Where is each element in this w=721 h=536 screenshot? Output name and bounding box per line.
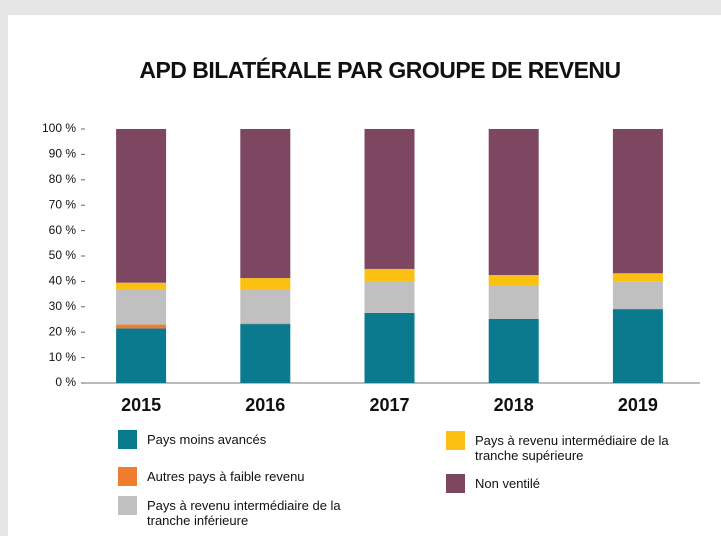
- bar-segment: [116, 289, 167, 325]
- bar-segment: [612, 309, 663, 383]
- y-tick-label: 0 %: [55, 375, 76, 389]
- bar-segment: [240, 323, 291, 325]
- y-tick-label: 60 %: [49, 223, 77, 237]
- x-tick-label: 2015: [121, 395, 161, 415]
- legend-swatch: [118, 430, 137, 449]
- bar-segment: [116, 328, 167, 383]
- bar-segment: [364, 129, 415, 269]
- bar-segment: [364, 268, 415, 282]
- legend-swatch: [118, 467, 137, 486]
- x-tick-label: 2018: [494, 395, 534, 415]
- legend-label: Non ventilé: [475, 476, 541, 491]
- y-tick-label: 20 %: [49, 324, 77, 338]
- bar-segment: [116, 324, 167, 329]
- y-tick-label: 30 %: [49, 299, 77, 313]
- bar-segment: [116, 282, 167, 290]
- x-tick-label: 2019: [618, 395, 658, 415]
- bar-segment: [612, 273, 663, 282]
- bar-segment: [364, 312, 415, 383]
- y-tick-label: 90 %: [49, 147, 77, 161]
- y-tick-label: 100 %: [42, 121, 76, 135]
- legend-swatch: [118, 496, 137, 515]
- bar-segment: [612, 129, 663, 274]
- y-tick-label: 70 %: [49, 197, 77, 211]
- bar-segment: [240, 278, 291, 290]
- legend-swatch: [446, 431, 465, 450]
- legend-label: Autres pays à faible revenu: [147, 469, 305, 484]
- x-tick-label: 2016: [245, 395, 285, 415]
- legend-label: Pays moins avancés: [147, 432, 267, 447]
- bar-segment: [488, 129, 539, 276]
- bar-segment: [364, 281, 415, 313]
- bar-segment: [488, 275, 539, 286]
- bar-segment: [240, 324, 291, 383]
- bar-segment: [488, 318, 539, 383]
- legend-label: Pays à revenu intermédiaire de la tranch…: [147, 498, 341, 528]
- bar-segment: [240, 289, 291, 324]
- y-tick-label: 50 %: [49, 248, 77, 262]
- bar-segment: [116, 129, 167, 283]
- x-tick-label: 2017: [369, 395, 409, 415]
- bar-segment: [488, 285, 539, 319]
- legend-swatch: [446, 474, 465, 493]
- chart-title: APD BILATÉRALE PAR GROUPE DE REVENU: [139, 56, 620, 83]
- y-tick-label: 40 %: [49, 274, 77, 288]
- bar-segment: [240, 129, 291, 279]
- y-tick-label: 80 %: [49, 172, 77, 186]
- bar-segment: [612, 281, 663, 310]
- legend-label: Pays à revenu intermédiaire de la tranch…: [475, 433, 669, 463]
- y-tick-label: 10 %: [49, 350, 77, 364]
